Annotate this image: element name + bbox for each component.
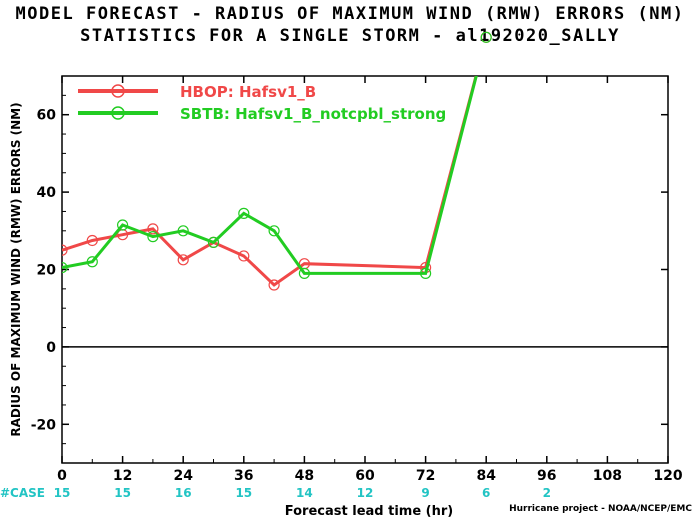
series-point-0 [238,250,250,262]
x-tick-label: 60 [355,468,375,484]
series-point-1 [177,225,189,237]
series-point-1 [147,231,159,243]
case-count: 6 [482,486,490,500]
series-point-0 [268,279,280,291]
y-tick-label: -20 [31,417,57,433]
y-tick-label: 60 [37,108,57,124]
chart-subtitle: STATISTICS FOR A SINGLE STORM - al192020… [80,26,620,46]
legend-marker-1 [111,106,125,120]
case-count: 16 [175,486,192,500]
legend-label-1: SBTB: Hafsv1_B_notcpbl_strong [180,105,446,123]
legend-label-0: HBOP: Hafsv1_B [180,83,316,101]
case-count: 9 [421,486,429,500]
series-point-1 [420,267,432,279]
series-point-1 [116,219,129,231]
series-point-0 [62,244,68,256]
legend: HBOP: Hafsv1_B SBTB: Hafsv1_B_notcpbl_str… [78,83,446,123]
credit-text: Hurricane project - NOAA/NCEP/EMC [509,504,692,514]
x-tick-label: 108 [593,468,622,484]
series-line-1 [62,76,478,275]
case-count: 12 [357,486,374,500]
y-tick-label: 40 [37,185,57,201]
legend-marker-0 [111,84,125,98]
case-count: 15 [235,486,252,500]
case-count: 2 [543,486,551,500]
series-point-1 [86,256,98,268]
case-count: 15 [114,486,131,500]
case-count: 15 [54,486,71,500]
x-axis-label: Forecast lead time (hr) [285,504,453,519]
x-tick-label: 84 [476,468,496,484]
series-point-1 [238,207,250,219]
plot-area [62,76,478,291]
y-axis-label: RADIUS OF MAXIMUM WIND (RMW) ERRORS (NM) [9,102,23,436]
chart-title: MODEL FORECAST - RADIUS OF MAXIMUM WIND … [15,4,685,24]
y-tick-label: 0 [46,340,56,356]
case-label: #CASE [0,486,45,500]
x-tick-label: 12 [113,468,132,484]
series-point-1 [298,267,310,279]
x-tick-label: 36 [234,468,253,484]
series-point-0 [177,254,189,266]
series-point-0 [147,223,159,235]
x-tick-label: 96 [537,468,556,484]
case-count: 14 [296,486,313,500]
x-tick-label: 120 [653,468,682,484]
y-tick-label: 20 [37,263,57,279]
series-point-1 [268,225,280,237]
x-tick-label: 0 [57,468,67,484]
series-line-0 [62,76,478,287]
series-point-0 [86,234,98,247]
series-point-1 [480,31,492,43]
x-tick-label: 72 [416,468,435,484]
series-point-1 [207,236,220,249]
series-point-1 [62,261,68,274]
x-tick-label: 48 [295,468,314,484]
x-tick-label: 24 [173,468,193,484]
plot-frame [61,75,669,464]
